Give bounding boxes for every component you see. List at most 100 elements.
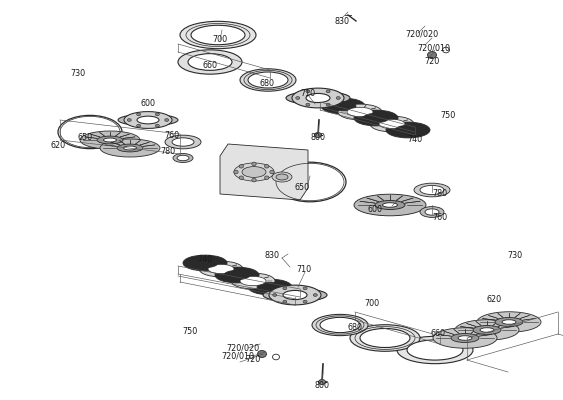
Ellipse shape (386, 122, 430, 138)
Ellipse shape (382, 203, 397, 207)
Ellipse shape (191, 25, 245, 45)
Ellipse shape (477, 312, 541, 332)
Ellipse shape (274, 162, 346, 202)
Ellipse shape (350, 325, 420, 351)
Ellipse shape (239, 164, 243, 168)
Ellipse shape (286, 91, 350, 105)
Ellipse shape (425, 209, 439, 215)
Ellipse shape (336, 97, 340, 99)
Text: 720/010: 720/010 (418, 44, 450, 52)
Ellipse shape (252, 178, 256, 182)
Ellipse shape (97, 136, 123, 144)
Ellipse shape (283, 287, 287, 290)
Ellipse shape (252, 162, 256, 166)
Ellipse shape (234, 170, 238, 174)
Ellipse shape (313, 294, 318, 296)
Ellipse shape (248, 279, 292, 295)
Ellipse shape (183, 255, 227, 271)
Text: 750: 750 (440, 110, 455, 120)
Text: 720/020: 720/020 (405, 30, 439, 38)
Text: 740: 740 (408, 136, 423, 144)
Text: 720: 720 (425, 56, 440, 66)
Ellipse shape (420, 186, 444, 194)
Ellipse shape (330, 101, 356, 111)
Ellipse shape (234, 163, 274, 181)
Text: 740: 740 (198, 256, 213, 264)
Ellipse shape (173, 154, 193, 162)
Ellipse shape (433, 328, 497, 348)
Text: 600: 600 (141, 98, 155, 108)
Ellipse shape (117, 144, 143, 152)
Ellipse shape (283, 300, 287, 303)
Text: 650: 650 (294, 184, 310, 192)
Ellipse shape (240, 69, 296, 91)
Ellipse shape (338, 104, 382, 120)
Ellipse shape (265, 176, 269, 180)
Ellipse shape (326, 103, 330, 106)
Ellipse shape (315, 132, 321, 138)
Ellipse shape (104, 138, 117, 142)
Ellipse shape (155, 113, 159, 116)
Text: 800: 800 (311, 132, 325, 142)
Ellipse shape (379, 119, 405, 129)
Text: 730: 730 (507, 250, 522, 260)
Ellipse shape (427, 52, 436, 58)
Ellipse shape (395, 125, 421, 135)
Ellipse shape (363, 113, 389, 123)
Text: 680: 680 (347, 324, 363, 332)
Text: 720/020: 720/020 (226, 344, 260, 352)
Ellipse shape (360, 328, 410, 348)
Text: 600: 600 (368, 206, 382, 214)
Text: 800: 800 (315, 382, 329, 390)
Text: 720: 720 (245, 356, 261, 364)
Ellipse shape (231, 273, 275, 289)
Ellipse shape (192, 258, 218, 268)
Ellipse shape (263, 288, 327, 302)
Ellipse shape (257, 282, 283, 292)
Text: 710: 710 (301, 88, 316, 98)
Ellipse shape (137, 124, 141, 127)
Ellipse shape (312, 314, 368, 336)
Ellipse shape (137, 113, 141, 116)
Ellipse shape (257, 350, 266, 358)
Ellipse shape (118, 114, 178, 126)
Ellipse shape (502, 320, 516, 324)
Ellipse shape (420, 206, 444, 218)
Ellipse shape (347, 107, 373, 117)
Polygon shape (220, 144, 308, 200)
Ellipse shape (100, 139, 160, 157)
Ellipse shape (370, 116, 414, 132)
Ellipse shape (306, 94, 330, 102)
Text: 730: 730 (70, 70, 86, 78)
Text: 650: 650 (78, 134, 92, 142)
Ellipse shape (155, 124, 159, 127)
Ellipse shape (354, 110, 398, 126)
Ellipse shape (306, 90, 310, 93)
Ellipse shape (306, 103, 310, 106)
Text: 830: 830 (265, 252, 279, 260)
Ellipse shape (320, 318, 360, 333)
Ellipse shape (292, 88, 344, 108)
Ellipse shape (269, 285, 321, 305)
Ellipse shape (296, 97, 300, 99)
Text: 830: 830 (334, 18, 350, 26)
Text: 710: 710 (297, 266, 311, 274)
Ellipse shape (178, 50, 242, 74)
Ellipse shape (265, 164, 269, 168)
Ellipse shape (272, 172, 292, 182)
Ellipse shape (215, 267, 259, 283)
Ellipse shape (240, 276, 266, 286)
Ellipse shape (80, 131, 140, 149)
Text: 680: 680 (260, 80, 275, 88)
Ellipse shape (397, 336, 473, 364)
Ellipse shape (455, 320, 519, 340)
Ellipse shape (495, 318, 523, 326)
Ellipse shape (270, 170, 274, 174)
Ellipse shape (414, 183, 450, 197)
Ellipse shape (303, 287, 307, 290)
Ellipse shape (480, 328, 494, 332)
Text: 780: 780 (160, 148, 176, 156)
Text: 760: 760 (164, 130, 180, 140)
Text: 700: 700 (212, 36, 227, 44)
Ellipse shape (473, 326, 501, 334)
